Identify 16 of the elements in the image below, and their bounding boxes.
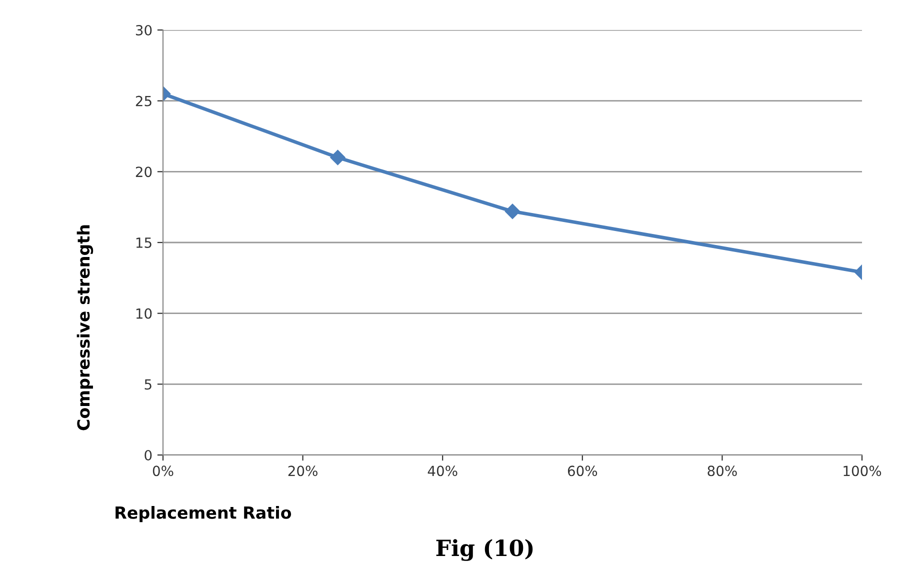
x-axis-title: Replacement Ratio [116, 506, 292, 522]
y-tick-label: 30 [136, 24, 152, 36]
x-tick-label: 0% [152, 466, 174, 476]
y-tick-label: 5 [144, 379, 152, 390]
y-tick-label: 15 [136, 238, 152, 248]
y-tick-label: 25 [136, 96, 152, 106]
x-tick-label: 40% [428, 466, 458, 476]
x-tick-label: 100% [844, 466, 882, 476]
x-tick-label: 20% [288, 466, 318, 476]
y-tick-label: 10 [136, 308, 152, 319]
x-tick-label: 80% [708, 466, 737, 476]
y-tick-label: 0 [144, 450, 152, 460]
y-tick-label: 20 [136, 166, 152, 178]
y-axis-title: Compressive strength [76, 225, 94, 430]
x-tick-label: 60% [568, 466, 598, 476]
text: Fig (10) [436, 539, 533, 561]
